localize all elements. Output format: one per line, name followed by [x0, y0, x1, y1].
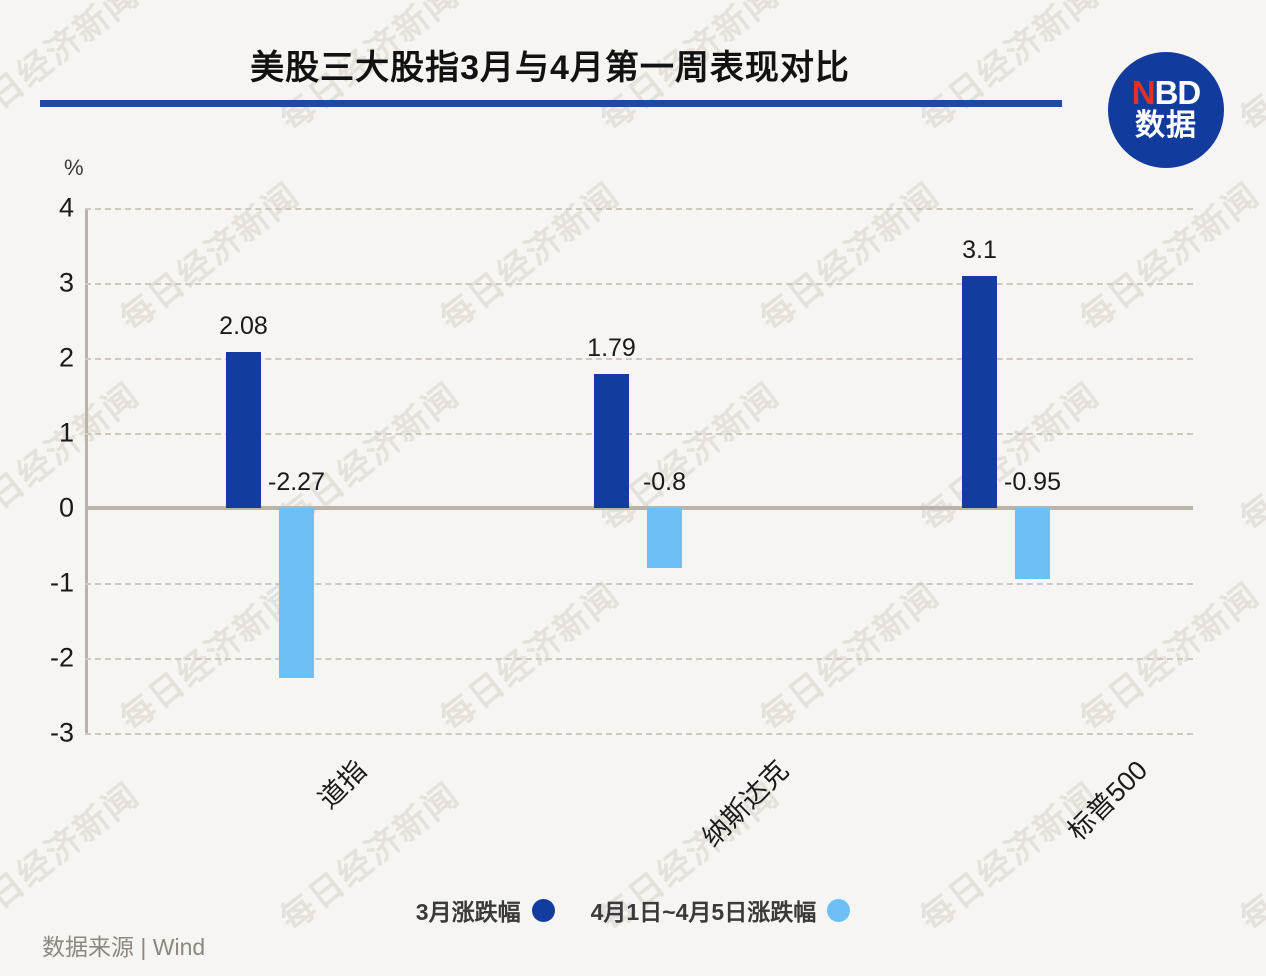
logo-nbd-text: NBD	[1131, 74, 1202, 112]
y-axis-tick-label: -3	[49, 717, 74, 748]
gridline	[85, 583, 1193, 585]
plot-area: 2.08 -2.27 1.79 -0.8 3.1 -0.95	[85, 208, 1193, 735]
watermark-text: 每日经济新闻	[1233, 0, 1266, 139]
data-source-label: 数据来源 | Wind	[42, 934, 206, 960]
y-axis-tick-label: 3	[58, 267, 74, 298]
x-axis-category-label: 道指	[312, 754, 373, 815]
x-axis-category-label: 纳斯达克	[696, 754, 795, 853]
gridline	[85, 283, 1193, 285]
bar-march	[594, 373, 629, 508]
legend-item[interactable]: 4月1日~4月5日涨跌幅	[591, 893, 851, 927]
bar-march	[226, 352, 261, 508]
gridline	[85, 733, 1193, 735]
y-axis-tick-label: 0	[58, 492, 74, 523]
bar-value-label: 3.1	[962, 235, 997, 264]
legend-swatch-icon	[827, 898, 851, 922]
bar-march	[962, 275, 997, 508]
gridline	[85, 658, 1193, 660]
zero-baseline	[85, 506, 1193, 510]
bar-value-label: 1.79	[587, 333, 636, 362]
gridline	[85, 208, 1193, 210]
bar-value-label: -2.27	[268, 468, 325, 496]
chart-legend: 3月涨跌幅 4月1日~4月5日涨跌幅	[0, 893, 1266, 927]
nbd-logo: NBD 数据	[1108, 52, 1224, 168]
y-axis-tick-label: 2	[58, 342, 74, 373]
bar-april	[647, 508, 682, 568]
bar-value-label: -0.8	[642, 468, 687, 496]
legend-label: 4月1日~4月5日涨跌幅	[590, 899, 817, 925]
y-axis-tick-label: 1	[58, 417, 74, 448]
watermark-text: 每日经济新闻	[1233, 375, 1266, 539]
logo-letter-n: N	[1131, 74, 1156, 112]
watermark-text: 每日经济新闻	[428, 969, 628, 976]
gridline	[85, 358, 1193, 360]
logo-letters-bd: BD	[1154, 74, 1202, 112]
y-axis-unit-label: %	[64, 155, 84, 180]
legend-label: 3月涨跌幅	[415, 899, 521, 925]
bar-april	[1015, 508, 1050, 580]
legend-swatch-icon	[531, 898, 555, 922]
bar-value-label: 2.08	[219, 312, 268, 340]
legend-item[interactable]: 3月涨跌幅	[416, 893, 555, 927]
watermark-text: 每日经济新闻	[108, 969, 308, 976]
bar-april	[279, 508, 314, 679]
y-axis-tick-labels: 4 3 2 1 0 -1 -2 -3	[16, 193, 74, 748]
logo-chinese-text: 数据	[1135, 109, 1197, 143]
y-axis-line	[85, 208, 88, 735]
watermark-text: 每日经济新闻	[748, 969, 948, 976]
gridline	[85, 433, 1193, 435]
title-underline-divider	[40, 100, 1062, 107]
bar-value-label: -0.95	[1004, 468, 1061, 496]
watermark-text: 每日经济新闻	[1068, 969, 1266, 976]
y-axis-tick-label: -2	[49, 642, 74, 673]
x-axis-category-label: 标普500	[1061, 754, 1154, 847]
y-axis-tick-label: 4	[58, 192, 74, 223]
page-title: 美股三大股指3月与4月第一周表现对比	[250, 49, 850, 87]
y-axis-tick-label: -1	[49, 567, 74, 598]
